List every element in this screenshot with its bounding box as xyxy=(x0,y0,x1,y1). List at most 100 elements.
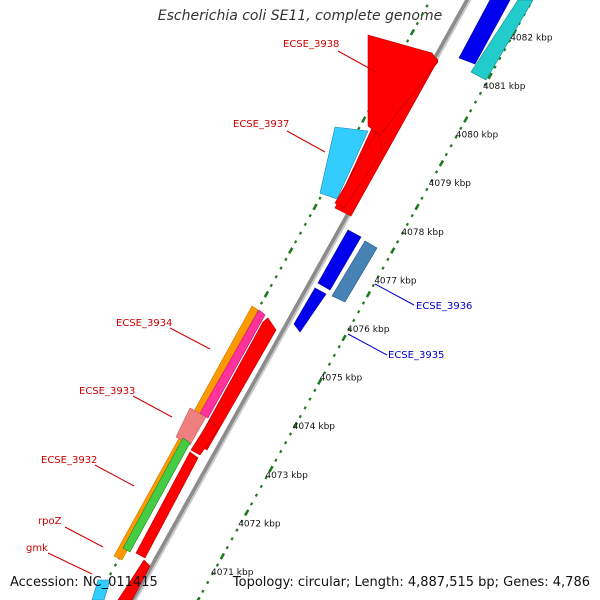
guide-tick xyxy=(483,82,487,87)
guide-tick xyxy=(390,247,396,255)
guide-tick xyxy=(381,266,385,270)
gene-rev-4[interactable] xyxy=(331,240,378,303)
gene-label-ecse3937[interactable]: ECSE_3937 xyxy=(233,119,289,130)
guide-tick xyxy=(243,509,250,517)
gene-label-ecse3933[interactable]: ECSE_3933 xyxy=(79,386,135,397)
guide-tick xyxy=(283,441,288,445)
guide-tick xyxy=(254,493,259,497)
guide-tick xyxy=(395,240,400,244)
guide-tick xyxy=(507,39,512,43)
tick-label: 4077 kbp xyxy=(374,276,417,286)
guide-tick xyxy=(405,39,410,43)
guide-tick xyxy=(308,213,312,218)
guide-tick xyxy=(347,327,351,331)
gene-label-ecse3936[interactable]: ECSE_3936 xyxy=(416,301,472,312)
guide-tick xyxy=(268,465,274,473)
gene-fwd-2[interactable] xyxy=(334,127,383,209)
guide-tick xyxy=(386,257,390,262)
guide-tick xyxy=(308,397,312,401)
guide-tick xyxy=(263,290,270,298)
guide-tick xyxy=(409,28,416,36)
guide-tick xyxy=(303,222,307,227)
guide-tick xyxy=(210,572,215,576)
feature-cyan-small[interactable] xyxy=(91,579,111,600)
feature-pink[interactable] xyxy=(175,407,207,446)
gene-rev-1[interactable] xyxy=(458,0,511,65)
guide-tick xyxy=(371,283,375,288)
forward-genes xyxy=(117,34,439,600)
guide-tick xyxy=(415,21,419,26)
guide-tick xyxy=(503,47,507,52)
map-title-text: Escherichia coli SE11, complete genome xyxy=(157,8,443,24)
guide-tick xyxy=(357,126,361,131)
guide-tick xyxy=(361,116,367,124)
guide-tick xyxy=(332,353,336,358)
guide-tick xyxy=(284,257,288,262)
guide-tick xyxy=(235,528,239,532)
guide-tick xyxy=(312,203,318,211)
feature-cyan[interactable] xyxy=(319,126,369,200)
guide-tick xyxy=(449,144,453,148)
guide-tick xyxy=(410,213,414,218)
gene-label-ecse3935[interactable]: ECSE_3935 xyxy=(388,350,444,361)
tick-label: 4073 kbp xyxy=(265,471,308,481)
guide-tick xyxy=(473,100,478,104)
callout-line-ecse3937 xyxy=(286,130,326,153)
callout-line-rpoz xyxy=(64,526,104,548)
gene-rev-2[interactable] xyxy=(470,0,534,81)
guide-tick xyxy=(327,362,332,366)
guide-tick xyxy=(292,421,299,429)
reverse-genes xyxy=(293,0,534,333)
tick-label: 4081 kbp xyxy=(483,82,526,92)
guide-tick xyxy=(444,152,448,157)
guide-tick xyxy=(405,222,409,227)
guide-tick xyxy=(303,406,307,410)
callout-line-ecse3933 xyxy=(132,395,173,418)
guide-tick xyxy=(420,13,424,17)
guide-tick xyxy=(400,231,405,235)
gene-fwd-3[interactable] xyxy=(367,34,439,136)
gene-fwd-6[interactable] xyxy=(135,451,199,559)
tick-label: 4076 kbp xyxy=(347,325,390,335)
guide-tick xyxy=(274,458,278,463)
guide-tick xyxy=(420,196,424,200)
gene-fwd-5[interactable] xyxy=(190,419,220,456)
gene-label-ecse3934[interactable]: ECSE_3934 xyxy=(116,318,172,329)
guide-tick xyxy=(361,301,366,305)
gene-rev-5[interactable] xyxy=(293,287,327,333)
guide-tick xyxy=(201,589,205,594)
callout-line-ecse3934 xyxy=(169,327,211,350)
map-title: Escherichia coli SE11, complete genome xyxy=(0,8,600,24)
guide-tick xyxy=(318,196,322,200)
guide-tick xyxy=(487,72,493,80)
gene-label-rpoz[interactable]: rpoZ xyxy=(38,516,62,527)
feature-green[interactable] xyxy=(122,437,191,553)
guide-tick xyxy=(376,275,380,279)
guide-tick xyxy=(425,4,429,8)
accession-text: Accession: NC_011415 xyxy=(10,575,158,590)
gene-label-gmk[interactable]: gmk xyxy=(26,543,48,554)
guide-tick xyxy=(230,537,234,541)
tick-label: 4075 kbp xyxy=(320,374,363,384)
guide-tick xyxy=(269,283,273,288)
guide-tick xyxy=(414,203,420,211)
guide-tick xyxy=(225,545,229,550)
feature-magenta[interactable] xyxy=(199,309,266,419)
feature-bands xyxy=(91,126,369,600)
guide-tick xyxy=(259,484,263,489)
guide-tick xyxy=(459,126,463,131)
guide-tick xyxy=(113,563,118,567)
gene-rev-3[interactable] xyxy=(317,229,362,291)
guide-tick xyxy=(317,378,323,386)
gene-label-ecse3938[interactable]: ECSE_3938 xyxy=(283,39,339,50)
guide-tick xyxy=(298,231,303,235)
guide-tick xyxy=(206,580,210,585)
tick-label: 4082 kbp xyxy=(510,33,553,43)
guide-tick xyxy=(196,596,201,600)
tick-label: 4080 kbp xyxy=(456,131,499,141)
genome-summary-text: Topology: circular; Length: 4,887,515 bp… xyxy=(232,575,590,590)
gene-label-ecse3932[interactable]: ECSE_3932 xyxy=(41,455,97,466)
callout-line-ecse3932 xyxy=(94,464,135,487)
gene-fwd-7[interactable] xyxy=(117,559,151,600)
